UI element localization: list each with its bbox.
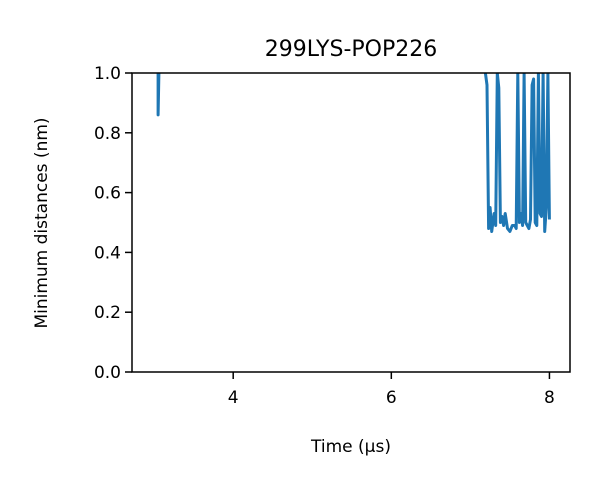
x-tick-label: 8 <box>544 388 555 408</box>
series-line-segment <box>156 73 161 117</box>
x-axis-ticks: 4 6 8 <box>228 372 555 408</box>
plot-area <box>156 73 551 233</box>
x-axis-label: Time (μs) <box>310 437 391 457</box>
y-tick-label: 0.6 <box>94 184 121 204</box>
y-tick-label: 0.0 <box>94 363 121 383</box>
chart-title: 299LYS-POP226 <box>265 37 438 62</box>
y-axis-ticks: 0.0 0.2 0.4 0.6 0.8 1.0 <box>94 64 132 383</box>
y-tick-label: 0.2 <box>94 303 121 323</box>
axes-frame <box>131 72 571 373</box>
y-tick-label: 0.4 <box>94 243 121 263</box>
x-tick-label: 4 <box>228 388 239 408</box>
x-tick-label: 6 <box>386 388 397 408</box>
y-tick-label: 0.8 <box>94 124 121 144</box>
y-axis-label: Minimum distances (nm) <box>32 117 52 328</box>
y-tick-label: 1.0 <box>94 64 121 84</box>
series-line-segment <box>483 73 551 233</box>
